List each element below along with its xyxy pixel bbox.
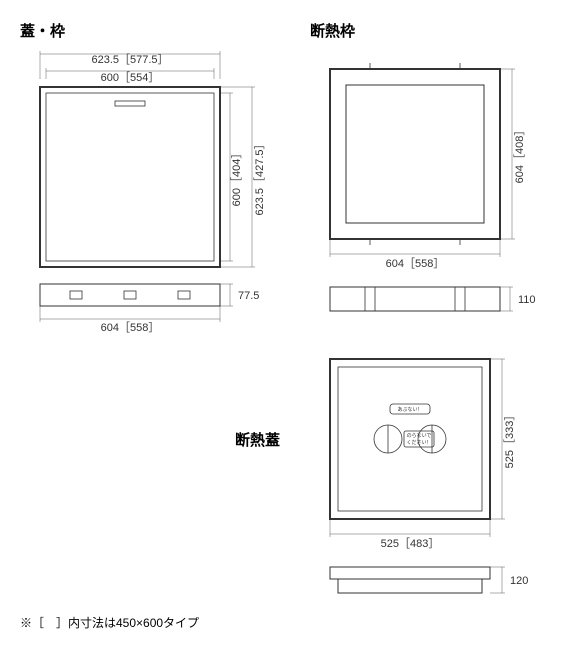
svg-text:ください！: ください！ [406, 439, 431, 446]
heading-lid-frame: 蓋・枠 [20, 20, 310, 41]
lid-frame-plan: 623.5［577.5］ 600［554］ 600［404］ 623.5［427… [20, 49, 290, 279]
insul-lid-side: 120 [310, 559, 560, 604]
svg-text:120: 120 [510, 575, 528, 587]
svg-text:77.5: 77.5 [238, 290, 259, 302]
svg-text:604［558］: 604［558］ [101, 321, 160, 334]
svg-text:あぶない！: あぶない！ [397, 406, 422, 413]
svg-text:110: 110 [518, 294, 536, 306]
heading-insul-frame: 断熱枠 [310, 20, 355, 41]
lid-frame-side: 77.5 604［558］ [20, 279, 290, 339]
svg-text:525［483］: 525［483］ [381, 537, 440, 550]
insul-frame-side: 110 [310, 279, 560, 329]
footnote: ※［ ］内寸法は450×600タイプ [20, 614, 560, 631]
svg-text:600［554］: 600［554］ [101, 71, 160, 84]
svg-text:623.5［427.5］: 623.5［427.5］ [253, 138, 266, 215]
svg-text:604［558］: 604［558］ [386, 257, 445, 270]
heading-insul-lid: 断熱蓋 [20, 429, 280, 450]
svg-text:604［408］: 604［408］ [513, 125, 526, 184]
svg-text:623.5［577.5］: 623.5［577.5］ [91, 53, 168, 66]
svg-text:のらないで: のらないで [407, 432, 432, 439]
svg-text:525［333］: 525［333］ [503, 410, 516, 469]
insul-frame-plan: 604［408］ 604［558］ [310, 49, 560, 279]
insul-lid-plan: あぶない！ のらないで ください！ 525［333］ 525［483］ [310, 349, 560, 559]
svg-text:600［404］: 600［404］ [230, 148, 243, 207]
